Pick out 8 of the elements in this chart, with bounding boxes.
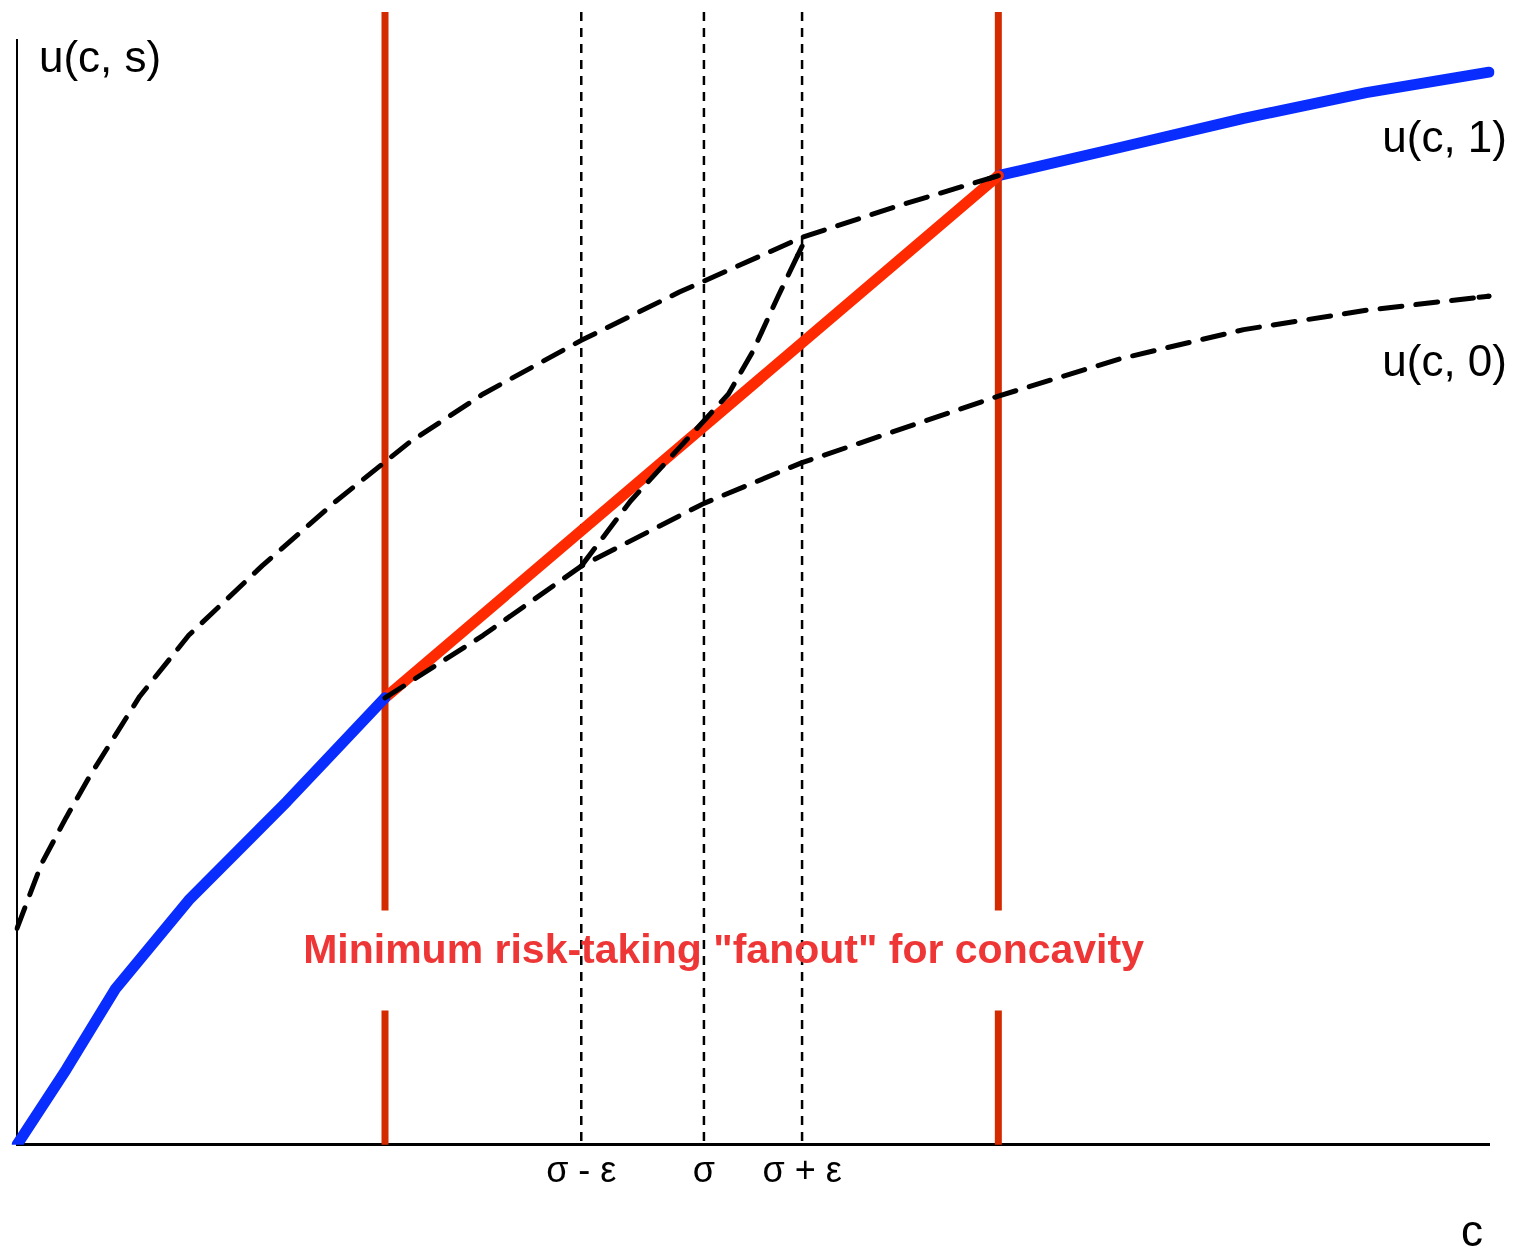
x-tick-label: σ: [692, 1149, 716, 1191]
legend-label: u(c, 0): [1382, 336, 1507, 386]
x-axis-title: c: [1461, 1206, 1483, 1255]
series-label: u(c, 1): [1382, 112, 1507, 162]
x-tick-label: σ - ε: [546, 1149, 617, 1191]
y-axis-title: u(c, s): [39, 32, 162, 81]
x-tick-label: σ + ε: [762, 1149, 842, 1191]
annotation: Minimum risk-taking "fanout" for concavity: [303, 925, 1145, 972]
